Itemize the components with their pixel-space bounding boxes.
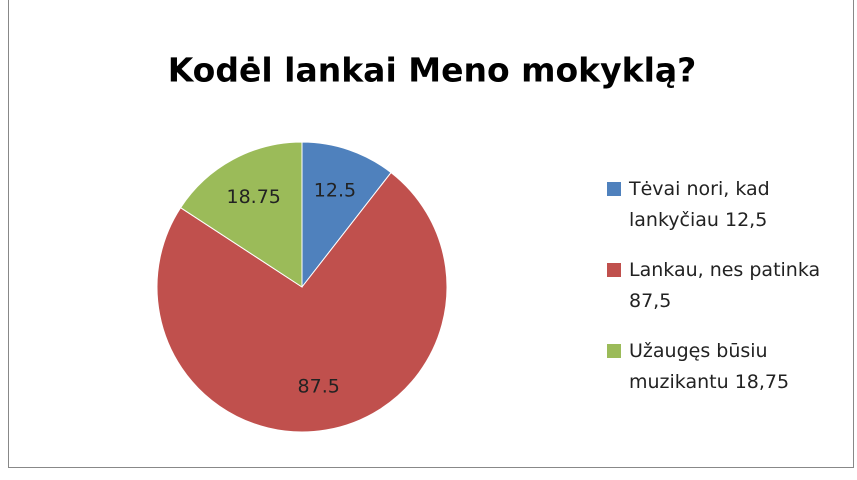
data-label: 18.75 xyxy=(226,186,280,208)
legend-item: Tėvai nori, kad lankyčiau 12,5 xyxy=(607,174,847,236)
pie-slice xyxy=(301,141,392,289)
legend-swatch xyxy=(607,182,621,196)
legend-swatch xyxy=(607,263,621,277)
legend-item: Lankau, nes patinka 87,5 xyxy=(607,255,847,317)
chart-title: Kodėl lankai Meno mokyklą? xyxy=(168,51,697,90)
legend-label: Tėvai nori, kad lankyčiau 12,5 xyxy=(629,178,770,231)
legend-item: Užaugęs būsiu muzikantu 18,75 xyxy=(607,336,847,398)
legend-label: Lankau, nes patinka 87,5 xyxy=(629,259,821,312)
chart-frame xyxy=(8,0,854,468)
legend-label: Užaugęs būsiu muzikantu 18,75 xyxy=(629,340,790,393)
legend-swatch xyxy=(607,344,621,358)
data-label: 12.5 xyxy=(314,179,356,201)
data-label: 87.5 xyxy=(298,376,340,398)
pie-slice xyxy=(156,171,448,433)
legend: Tėvai nori, kad lankyčiau 12,5 Lankau, ne… xyxy=(607,174,847,417)
pie-slice xyxy=(179,141,303,288)
